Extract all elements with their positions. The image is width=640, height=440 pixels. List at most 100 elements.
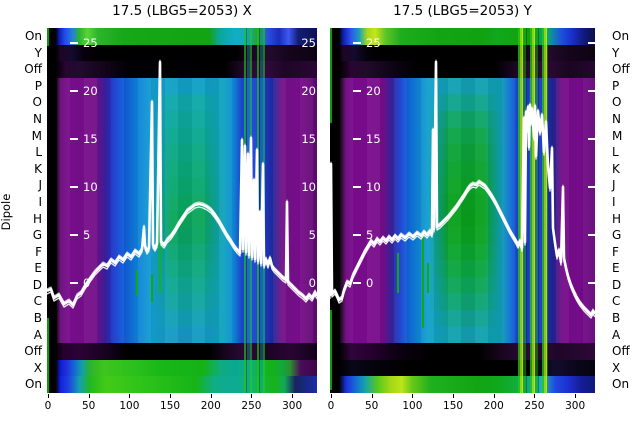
row-label-left: Off bbox=[24, 344, 42, 359]
x-axis-tick-mark bbox=[575, 394, 577, 398]
row-label-left: Y bbox=[34, 45, 42, 60]
x-axis-tick-mark bbox=[493, 394, 495, 398]
x-axis-tick-label: 0 bbox=[44, 400, 52, 412]
right-panel-title: 17.5 (LBG5=2053) Y bbox=[393, 3, 532, 19]
inner-tick-mark bbox=[353, 42, 361, 44]
x-axis-tick-label: 300 bbox=[282, 400, 303, 412]
row-label-left: I bbox=[38, 194, 42, 209]
row-label-left: H bbox=[32, 211, 42, 226]
row-label-right: N bbox=[612, 111, 621, 126]
inner-tick-mark-right bbox=[588, 234, 595, 236]
inner-tick-label-right: 0 bbox=[308, 276, 316, 290]
row-label-left: A bbox=[33, 327, 42, 342]
inner-tick-mark bbox=[353, 234, 361, 236]
inner-tick-label-right: 5 bbox=[308, 228, 316, 242]
inner-tick-label: 5 bbox=[83, 228, 91, 242]
inner-tick-label: 25 bbox=[366, 36, 381, 50]
inner-tick-label-right: 20 bbox=[301, 84, 316, 98]
inner-tick-mark-right bbox=[588, 42, 595, 44]
row-label-right: M bbox=[612, 128, 623, 143]
heatmap-overlay-stripe bbox=[57, 77, 317, 344]
row-label-right: O bbox=[612, 95, 622, 110]
inner-tick-mark bbox=[70, 90, 78, 92]
inner-tick-label-right: 10 bbox=[301, 180, 316, 194]
inner-tick-mark bbox=[70, 186, 78, 188]
x-axis-tick-mark bbox=[292, 394, 294, 398]
row-label-right: K bbox=[612, 161, 620, 176]
row-label-left: X bbox=[33, 360, 42, 375]
x-axis-tick-label: 250 bbox=[241, 400, 262, 412]
inner-tick-mark bbox=[353, 282, 361, 284]
left-panel-title: 17.5 (LBG5=2053) X bbox=[112, 3, 252, 19]
heatmap-overlay-stripe bbox=[422, 233, 424, 328]
heatmap-overlay-stripe bbox=[397, 253, 399, 293]
row-label-left: On bbox=[24, 29, 42, 43]
row-label-right: D bbox=[612, 277, 622, 292]
heatmap-row bbox=[330, 376, 595, 393]
inner-tick-mark bbox=[70, 138, 78, 140]
row-label-left: E bbox=[34, 261, 42, 276]
row-label-left: N bbox=[33, 111, 42, 126]
inner-tick-mark-right bbox=[588, 282, 595, 284]
row-label-right: Off bbox=[612, 62, 630, 77]
x-axis-tick-label: 250 bbox=[524, 400, 545, 412]
x-axis-tick-mark bbox=[129, 394, 131, 398]
heatmap-overlay-stripe bbox=[159, 178, 161, 293]
row-label-left: C bbox=[33, 294, 42, 309]
heatmap-overlay-stripe bbox=[47, 28, 49, 46]
x-axis-tick-label: 150 bbox=[160, 400, 181, 412]
inner-tick-label: 20 bbox=[366, 84, 381, 98]
heatmap-overlay-stripe bbox=[136, 270, 138, 296]
row-label-left: On bbox=[24, 377, 42, 392]
x-axis-tick-mark bbox=[331, 394, 332, 398]
inner-tick-label: 15 bbox=[83, 132, 98, 146]
heatmap-row bbox=[47, 343, 317, 361]
x-axis-tick-mark bbox=[251, 394, 253, 398]
row-label-left: D bbox=[32, 277, 42, 292]
x-axis-tick-label: 50 bbox=[81, 400, 96, 412]
x-axis-tick-mark bbox=[371, 394, 373, 398]
x-axis-tick-label: 100 bbox=[402, 400, 423, 412]
x-axis-tick-mark bbox=[210, 394, 212, 398]
row-label-left: J bbox=[38, 178, 42, 193]
inner-tick-mark-right bbox=[588, 138, 595, 140]
heatmap-row bbox=[47, 359, 317, 377]
heatmap-overlay-stripe bbox=[330, 28, 332, 123]
inner-tick-label: 10 bbox=[83, 180, 98, 194]
inner-tick-label: 0 bbox=[83, 276, 91, 290]
x-axis-tick-mark bbox=[88, 394, 90, 398]
row-label-left: F bbox=[35, 244, 42, 259]
inner-tick-label: 0 bbox=[366, 276, 374, 290]
inner-tick-label-right: 25 bbox=[301, 36, 316, 50]
row-label-right: A bbox=[612, 327, 621, 342]
x-axis-tick-mark bbox=[48, 394, 49, 398]
heatmap-row bbox=[47, 376, 317, 393]
heatmap-overlay-stripe bbox=[243, 28, 269, 393]
x-axis-tick-label: 150 bbox=[443, 400, 464, 412]
x-axis-tick-label: 100 bbox=[119, 400, 140, 412]
row-label-right: On bbox=[612, 377, 630, 392]
inner-tick-mark bbox=[353, 90, 361, 92]
heatmap-row bbox=[330, 343, 595, 361]
x-axis-tick-mark bbox=[534, 394, 536, 398]
inner-tick-label-right: 15 bbox=[301, 132, 316, 146]
row-label-right: E bbox=[612, 261, 620, 276]
row-label-right: H bbox=[612, 211, 622, 226]
x-axis-tick-label: 50 bbox=[364, 400, 379, 412]
right-row-label-column: On Y Off P O N M L K J I H G F E D C B A Off X On bbox=[611, 28, 640, 393]
inner-tick-label: 5 bbox=[366, 228, 374, 242]
row-label-right: J bbox=[612, 178, 616, 193]
row-label-left: K bbox=[34, 161, 42, 176]
row-label-left: Off bbox=[24, 62, 42, 77]
row-label-right: On bbox=[612, 29, 630, 43]
right-heatmap-panel: 25 20 15 10 5 0 bbox=[330, 28, 595, 393]
heatmap-row bbox=[47, 61, 317, 79]
row-label-right: I bbox=[612, 194, 616, 209]
row-label-left: L bbox=[35, 145, 42, 160]
row-label-right: X bbox=[612, 360, 621, 375]
inner-tick-mark bbox=[353, 186, 361, 188]
x-axis-tick-mark bbox=[170, 394, 172, 398]
row-label-left: P bbox=[34, 78, 42, 93]
row-label-left: B bbox=[33, 311, 42, 326]
